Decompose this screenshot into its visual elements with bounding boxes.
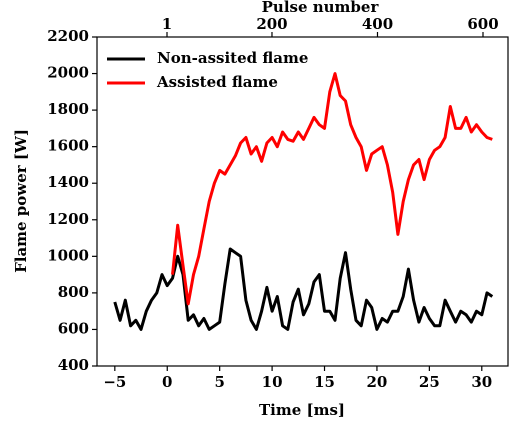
y-tick-label: 800 [58,283,89,301]
x-tick-label: 25 [419,373,440,391]
plot-frame [96,36,509,367]
series-line [171,72,493,306]
x-axis-label: Time [ms] [259,401,345,419]
y-tick-label: 1400 [47,173,89,191]
y-tick-label: 1600 [47,137,89,155]
x-tick-label: 15 [314,373,335,391]
legend-label: Non-assited flame [157,49,308,67]
y-tick-label: 1800 [47,100,89,118]
x-tick-label: 20 [367,373,388,391]
x-tick-label: −5 [103,373,126,391]
y-tick-label: 1000 [47,246,89,264]
x2-tick-label: 1 [162,15,172,33]
x2-tick-label: 600 [467,15,498,33]
y-tick-label: 600 [58,319,89,337]
x2-tick-label: 400 [362,15,393,33]
x-tick-label: 30 [471,373,492,391]
x-tick-label: 0 [162,373,172,391]
x-tick-label: 5 [214,373,224,391]
legend-label: Assisted flame [156,73,278,91]
x2-axis-label: Pulse number [262,0,380,16]
x2-tick-label: 200 [256,15,287,33]
y-tick-label: 2000 [47,64,89,82]
y-tick-label: 2200 [47,27,89,45]
series-line [113,247,494,331]
y-tick-label: 1200 [47,210,89,228]
x-tick-label: 10 [262,373,283,391]
y-axis-label: Flame power [W] [12,129,30,273]
y-tick-label: 400 [58,356,89,374]
